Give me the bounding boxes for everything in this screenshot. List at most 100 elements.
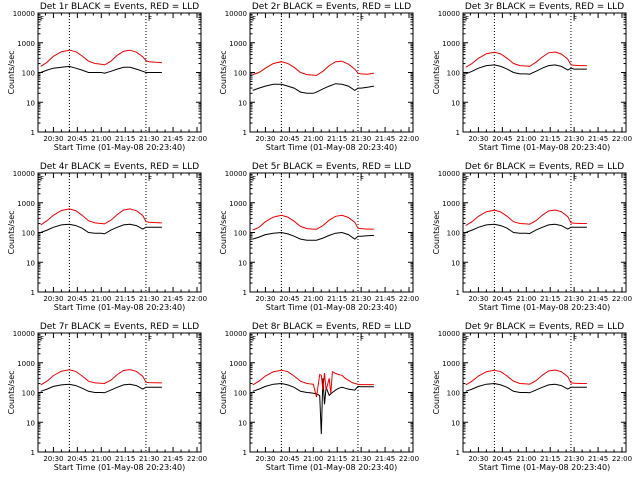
y-tick-label: 10	[26, 259, 35, 267]
x-tick-label: 22:00	[187, 135, 207, 143]
events-series-line	[252, 231, 374, 241]
chart-title: Det 9r BLACK = Events, RED = LLD	[465, 322, 624, 332]
y-tick-label: 10000	[225, 10, 247, 18]
plot-frame	[37, 332, 202, 453]
events-series-line	[252, 378, 374, 435]
flag-marker-label: F	[40, 15, 44, 23]
x-axis-label: Start Time (01-May-08 20:23:40)	[479, 143, 610, 152]
y-tick-label: 100	[447, 70, 460, 78]
x-tick-label: 20:30	[255, 295, 275, 303]
y-tick-label: 1	[456, 289, 460, 297]
y-tick-label: 10	[26, 419, 35, 427]
y-tick-label: 1000	[17, 40, 35, 48]
x-tick-label: 20:30	[468, 295, 488, 303]
y-tick-label: 100	[22, 230, 35, 238]
y-tick-label: 100	[22, 70, 35, 78]
chart-panel-6: Det 6r BLACK = Events, RED = LLD 1 10 100 10…	[432, 162, 632, 312]
lld-series-line	[252, 60, 374, 76]
x-tick-label: 22:00	[399, 295, 419, 303]
lld-series-line	[40, 49, 162, 67]
y-tick-label: 10	[238, 99, 247, 107]
lld-series-line	[465, 51, 587, 68]
x-tick-label: 21:00	[91, 455, 111, 463]
y-axis-label: Counts/sec	[219, 50, 228, 94]
chart-panel-5: Det 5r BLACK = Events, RED = LLD 1 10 100 10…	[219, 162, 419, 312]
y-tick-label: 10000	[13, 330, 35, 338]
x-tick-label: 21:00	[91, 135, 111, 143]
chart-panel-3: Det 3r BLACK = Events, RED = LLD 1 10 100 10…	[432, 2, 632, 152]
chart-panel-9: Det 9r BLACK = Events, RED = LLD 1 10 100 10…	[432, 322, 632, 472]
y-tick-label: 10	[26, 99, 35, 107]
y-tick-label: 100	[234, 390, 247, 398]
y-tick-label: 1	[456, 129, 460, 137]
y-tick-label: 100	[447, 390, 460, 398]
x-tick-label: 22:00	[187, 295, 207, 303]
x-tick-label: 21:45	[163, 455, 183, 463]
x-tick-label: 22:00	[612, 295, 632, 303]
chart-title: Det 3r BLACK = Events, RED = LLD	[465, 2, 624, 12]
lld-series-line	[252, 369, 374, 398]
x-tick-label: 20:30	[43, 135, 63, 143]
x-tick-label: 21:30	[564, 135, 584, 143]
x-tick-label: 21:15	[115, 295, 135, 303]
y-tick-label: 1000	[442, 360, 460, 368]
x-tick-label: 20:30	[255, 135, 275, 143]
x-tick-label: 21:30	[139, 455, 159, 463]
y-tick-label: 10000	[13, 10, 35, 18]
events-series-line	[40, 65, 162, 74]
y-tick-label: 1	[243, 449, 247, 457]
y-axis-label: Counts/sec	[432, 370, 441, 414]
plot-frame	[462, 12, 627, 133]
x-tick-label: 21:15	[115, 455, 135, 463]
lld-series-line	[252, 214, 374, 231]
chart-title: Det 1r BLACK = Events, RED = LLD	[40, 2, 199, 12]
x-tick-label: 20:45	[67, 295, 87, 303]
x-tick-label: 21:15	[540, 135, 560, 143]
y-tick-label: 10000	[225, 330, 247, 338]
lld-series-line	[465, 369, 587, 386]
plot-frame	[37, 12, 202, 133]
chart-panel-2: Det 2r BLACK = Events, RED = LLD 1 10 100 10…	[219, 2, 419, 152]
chart-title: Det 4r BLACK = Events, RED = LLD	[40, 162, 199, 172]
x-axis-label: Start Time (01-May-08 20:23:40)	[266, 303, 397, 312]
flag-marker-label: F	[360, 175, 364, 183]
x-tick-label: 21:45	[375, 135, 395, 143]
x-tick-label: 20:45	[492, 135, 512, 143]
events-series-line	[465, 382, 587, 394]
y-tick-label: 1	[31, 449, 35, 457]
x-tick-label: 20:30	[255, 455, 275, 463]
x-axis-label: Start Time (01-May-08 20:23:40)	[54, 143, 185, 152]
x-axis-label: Start Time (01-May-08 20:23:40)	[479, 303, 610, 312]
y-tick-label: 100	[22, 390, 35, 398]
flag-marker-label: F	[573, 175, 577, 183]
events-series-line	[465, 223, 587, 235]
y-tick-label: 10	[451, 99, 460, 107]
x-tick-label: 22:00	[187, 455, 207, 463]
y-axis-label: Counts/sec	[219, 370, 228, 414]
y-tick-label: 1000	[442, 40, 460, 48]
x-tick-label: 20:45	[492, 455, 512, 463]
x-tick-label: 21:45	[163, 295, 183, 303]
x-tick-label: 21:00	[516, 295, 536, 303]
x-tick-label: 21:00	[303, 295, 323, 303]
x-tick-label: 22:00	[399, 135, 419, 143]
x-tick-label: 21:00	[516, 455, 536, 463]
y-tick-label: 1	[243, 129, 247, 137]
flag-marker-label: F	[40, 335, 44, 343]
x-tick-label: 20:45	[67, 455, 87, 463]
x-tick-label: 21:30	[564, 455, 584, 463]
y-tick-label: 10000	[438, 330, 460, 338]
x-tick-label: 21:30	[351, 135, 371, 143]
y-axis-label: Counts/sec	[7, 210, 16, 254]
lld-series-line	[465, 209, 587, 227]
x-tick-label: 20:45	[67, 135, 87, 143]
y-tick-label: 10000	[438, 10, 460, 18]
x-tick-label: 20:30	[43, 295, 63, 303]
x-tick-label: 21:45	[588, 295, 608, 303]
chart-title: Det 7r BLACK = Events, RED = LLD	[40, 322, 199, 332]
x-tick-label: 22:00	[399, 455, 419, 463]
chart-title: Det 2r BLACK = Events, RED = LLD	[252, 2, 411, 12]
x-tick-label: 20:30	[468, 135, 488, 143]
y-tick-label: 1	[31, 289, 35, 297]
